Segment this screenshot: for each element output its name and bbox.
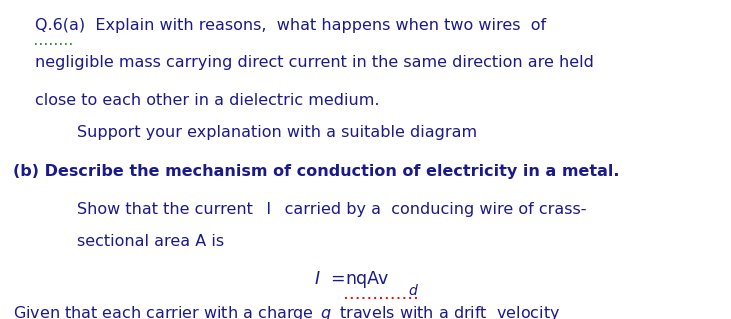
Text: Q.6(a)  Explain with reasons,  what happens when two wires  of: Q.6(a) Explain with reasons, what happen… <box>35 18 546 33</box>
Text: (b) Describe the mechanism of conduction of electricity in a metal.: (b) Describe the mechanism of conduction… <box>13 164 620 179</box>
Text: Given that each carrier with a charge  $q$  travels with a drift  velocity: Given that each carrier with a charge $q… <box>13 304 561 319</box>
Text: $I$: $I$ <box>314 270 321 287</box>
Text: =: = <box>330 270 345 287</box>
Text: Show that the current   I   carried by a  conducing wire of crass-: Show that the current I carried by a con… <box>77 202 586 217</box>
Text: nqAv: nqAv <box>345 270 388 287</box>
Text: d: d <box>408 284 417 298</box>
Text: negligible mass carrying direct current in the same direction are held: negligible mass carrying direct current … <box>35 55 594 70</box>
Text: close to each other in a dielectric medium.: close to each other in a dielectric medi… <box>35 93 379 108</box>
Text: sectional area A is: sectional area A is <box>77 234 224 249</box>
Text: Support your explanation with a suitable diagram: Support your explanation with a suitable… <box>77 125 477 140</box>
